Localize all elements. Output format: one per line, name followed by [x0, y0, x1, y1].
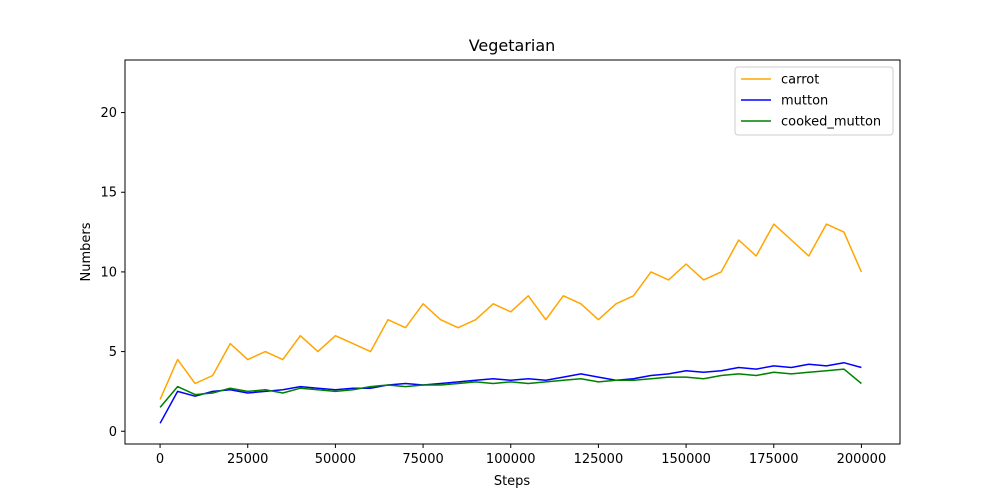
x-tick-label: 100000: [486, 452, 536, 467]
x-tick-label: 25000: [227, 452, 268, 467]
y-tick-label: 5: [109, 345, 117, 360]
legend-box: [734, 66, 894, 136]
x-tick-label: 75000: [402, 452, 443, 467]
y-tick-label: 0: [109, 425, 117, 440]
x-tick-label: 200000: [837, 452, 887, 467]
series-line-cooked-mutton: [159, 368, 862, 408]
series-line-mutton: [159, 361, 862, 424]
legend-label-mutton: mutton: [781, 94, 828, 109]
series-layer: [159, 223, 863, 424]
x-tick-label: 175000: [749, 452, 799, 467]
y-axis-ticks: 0 5 10 15 20: [100, 106, 125, 440]
x-tick-label: 50000: [315, 452, 356, 467]
y-axis-label: Numbers: [79, 222, 94, 281]
x-tick-label: 0: [156, 452, 164, 467]
y-tick-label: 15: [100, 186, 117, 201]
chart-title: Vegetarian: [469, 36, 556, 55]
x-tick-label: 125000: [574, 452, 624, 467]
legend: carrot mutton cooked_mutton: [734, 66, 894, 136]
series-line-carrot: [159, 223, 863, 400]
x-axis-ticks: 0 25000 50000 75000 100000 125000 150000 175000…: [156, 444, 886, 467]
plot-frame: [124, 59, 901, 445]
y-tick-label: 20: [100, 106, 117, 121]
legend-label-cooked-mutton: cooked_mutton: [781, 115, 881, 130]
legend-label-carrot: carrot: [781, 73, 819, 88]
x-axis-label: Steps: [494, 474, 531, 489]
x-tick-label: 150000: [661, 452, 711, 467]
y-tick-label: 10: [100, 265, 117, 280]
